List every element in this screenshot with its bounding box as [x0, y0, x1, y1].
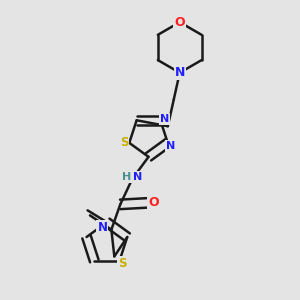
Text: O: O	[174, 16, 185, 29]
Text: N: N	[166, 141, 175, 151]
Text: N: N	[175, 66, 185, 79]
Text: S: S	[120, 136, 128, 149]
Text: N: N	[133, 172, 142, 182]
Text: O: O	[148, 196, 159, 209]
Text: S: S	[118, 257, 127, 270]
Text: N: N	[98, 221, 107, 234]
Text: H: H	[122, 172, 131, 182]
Text: N: N	[160, 114, 170, 124]
